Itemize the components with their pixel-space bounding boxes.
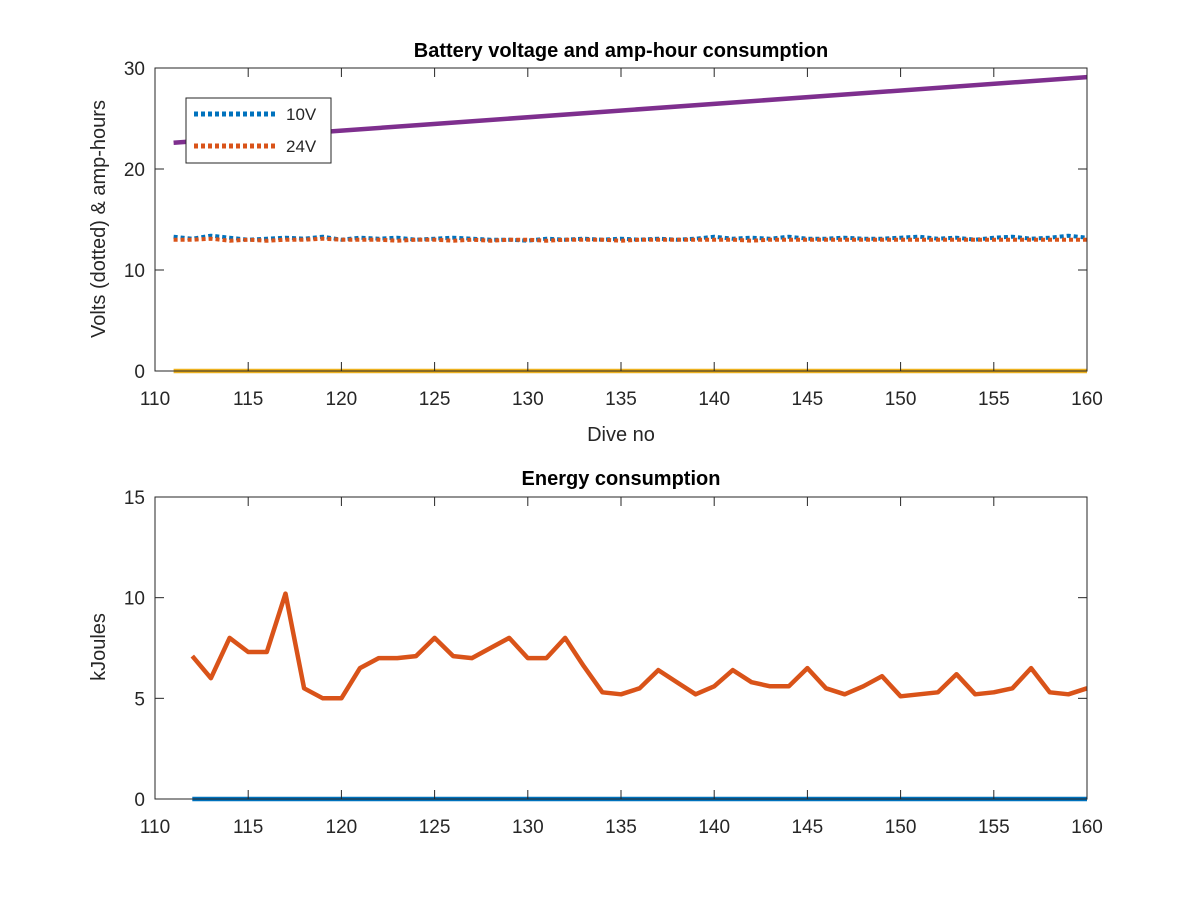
x-tick-label: 110 (140, 389, 170, 410)
x-tick-label: 150 (885, 817, 917, 838)
voltage-amphour-chart: Battery voltage and amp-hour consumption… (88, 40, 1103, 446)
y-tick-label: 5 (134, 689, 145, 710)
x-tick-label: 125 (419, 817, 451, 838)
y-axis-label: kJoules (88, 613, 110, 681)
x-tick-label: 140 (698, 817, 730, 838)
x-tick-label: 120 (326, 389, 358, 410)
x-tick-label: 110 (140, 817, 170, 838)
x-tick-label: 155 (978, 817, 1010, 838)
energy-consumption-chart: Energy consumption 110 115 120 125 130 135 140… (88, 468, 1103, 838)
y-tick-label: 20 (124, 160, 145, 181)
x-tick-label: 135 (605, 389, 637, 410)
series-line-1 (190, 591, 1088, 701)
chart-title: Battery voltage and amp-hour consumption (414, 40, 828, 62)
x-tick-label: 145 (792, 389, 824, 410)
legend-label-10v: 10V (286, 105, 317, 124)
x-tick-label: 150 (885, 389, 917, 410)
y-tick-label: 15 (124, 488, 145, 509)
legend-box (185, 97, 332, 164)
y-tick-label: 0 (134, 362, 145, 383)
y-axis-label: Volts (dotted) & amp-hours (88, 100, 110, 338)
axes-layer: 110 115 120 125 130 135 140 145 150 155 160 0 5 10 15 (124, 488, 1103, 838)
x-tick-label: 135 (605, 817, 637, 838)
chart-title: Energy consumption (522, 468, 721, 490)
x-tick-label: 130 (512, 389, 544, 410)
x-tick-label: 115 (233, 817, 263, 838)
legend: 10V 24V (185, 97, 332, 164)
x-tick-label: 125 (419, 389, 451, 410)
y-tick-label: 10 (124, 261, 145, 282)
x-tick-label: 155 (978, 389, 1010, 410)
y-tick-label: 0 (134, 790, 145, 811)
x-tick-label: 160 (1071, 817, 1103, 838)
x-axis-label: Dive no (587, 424, 655, 446)
axes-layer: 110 115 120 125 130 135 140 145 150 155 160 0 10 20 30 (124, 59, 1103, 410)
x-tick-label: 130 (512, 817, 544, 838)
x-tick-label: 140 (698, 389, 730, 410)
series-line-24v (173, 236, 1087, 243)
y-tick-label: 10 (124, 589, 145, 610)
x-tick-label: 115 (233, 389, 263, 410)
x-tick-label: 145 (792, 817, 824, 838)
x-tick-label: 120 (326, 817, 358, 838)
legend-label-24v: 24V (286, 137, 317, 156)
x-tick-label: 160 (1071, 389, 1103, 410)
series-layer (190, 591, 1088, 802)
y-tick-label: 30 (124, 59, 145, 80)
